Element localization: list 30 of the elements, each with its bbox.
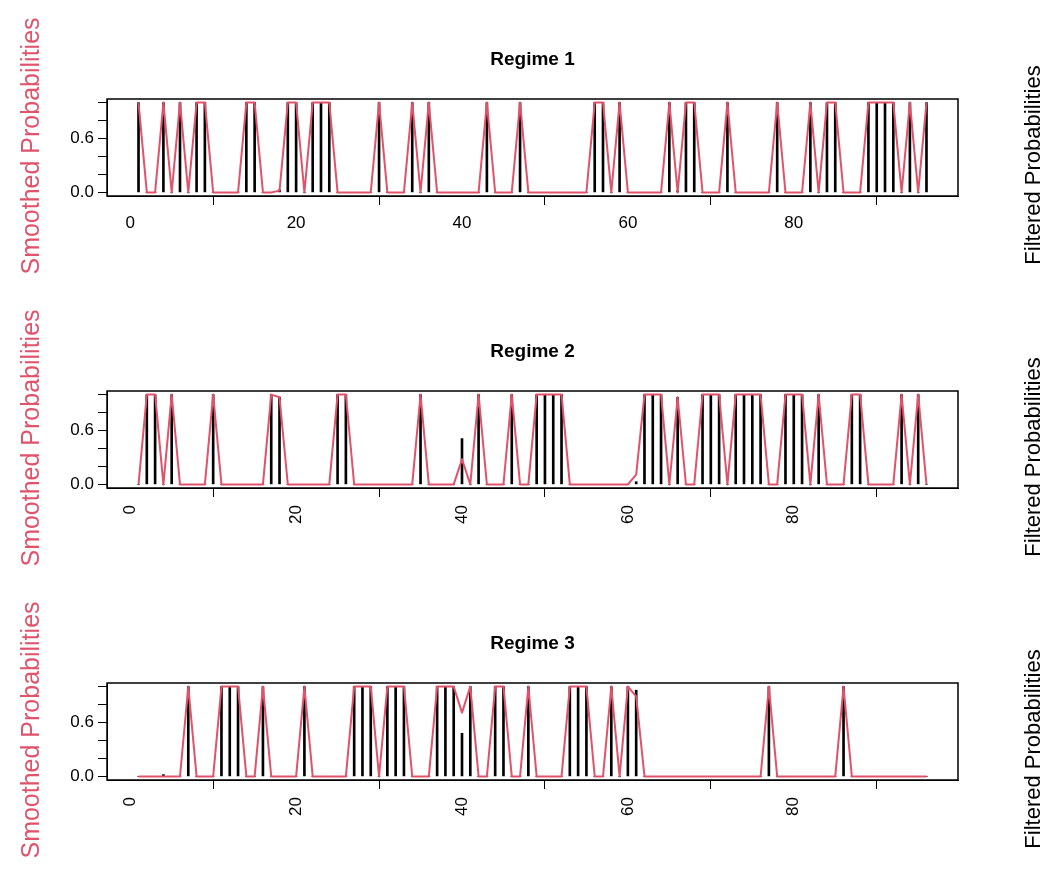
x-tick-label: 40 — [451, 505, 471, 524]
x-tick-label: 20 — [286, 212, 306, 232]
x-tick-label: 80 — [783, 797, 803, 816]
x-tick-label: 40 — [452, 212, 472, 232]
x-tick-label: 20 — [285, 505, 305, 524]
y-axis-title: Smoothed Probabilities — [15, 309, 44, 567]
y-tick-label: 0.0 — [70, 474, 94, 494]
y2-axis-title: Filtered Probabilities — [1020, 649, 1046, 849]
x-tick-label: 0 — [119, 797, 139, 807]
x-tick-label: 60 — [618, 212, 638, 232]
x-tick-label: 80 — [783, 505, 803, 524]
chart-title: Regime 2 — [490, 340, 575, 362]
y2-axis-title: Filtered Probabilities — [1020, 357, 1046, 557]
y2-axis-title: Filtered Probabilities — [1020, 65, 1046, 265]
x-tick-label: 80 — [784, 212, 804, 232]
y-tick-label: 0.6 — [70, 712, 94, 732]
y-tick-label: 0.0 — [70, 766, 94, 786]
x-tick-label: 40 — [451, 797, 471, 816]
y-axis-title: Smoothed Probabilities — [15, 17, 44, 275]
chart-title: Regime 3 — [490, 632, 575, 654]
x-tick-label: 20 — [285, 797, 305, 816]
y-tick-label: 0.0 — [70, 182, 94, 202]
y-axis-title: Smoothed Probabilities — [15, 601, 44, 859]
y-tick-label: 0.6 — [70, 128, 94, 148]
x-tick-label: 60 — [617, 797, 637, 816]
y-tick-label: 0.6 — [70, 420, 94, 440]
x-tick-label: 60 — [617, 505, 637, 524]
chart-title: Regime 1 — [490, 48, 576, 70]
x-tick-label: 0 — [125, 212, 135, 232]
x-tick-label: 0 — [119, 505, 139, 515]
